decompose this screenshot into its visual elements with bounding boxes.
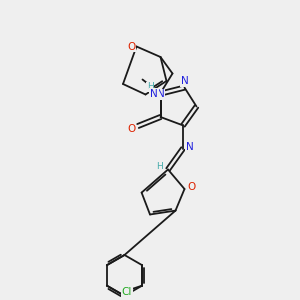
Text: O: O bbox=[187, 182, 195, 192]
Text: H: H bbox=[147, 82, 153, 91]
Text: O: O bbox=[127, 41, 135, 52]
Text: N: N bbox=[181, 76, 188, 86]
Text: N: N bbox=[150, 88, 158, 99]
Text: O: O bbox=[127, 124, 136, 134]
Text: N: N bbox=[186, 142, 194, 152]
Text: Cl: Cl bbox=[122, 286, 132, 297]
Text: N: N bbox=[157, 89, 164, 100]
Text: H: H bbox=[156, 162, 163, 171]
